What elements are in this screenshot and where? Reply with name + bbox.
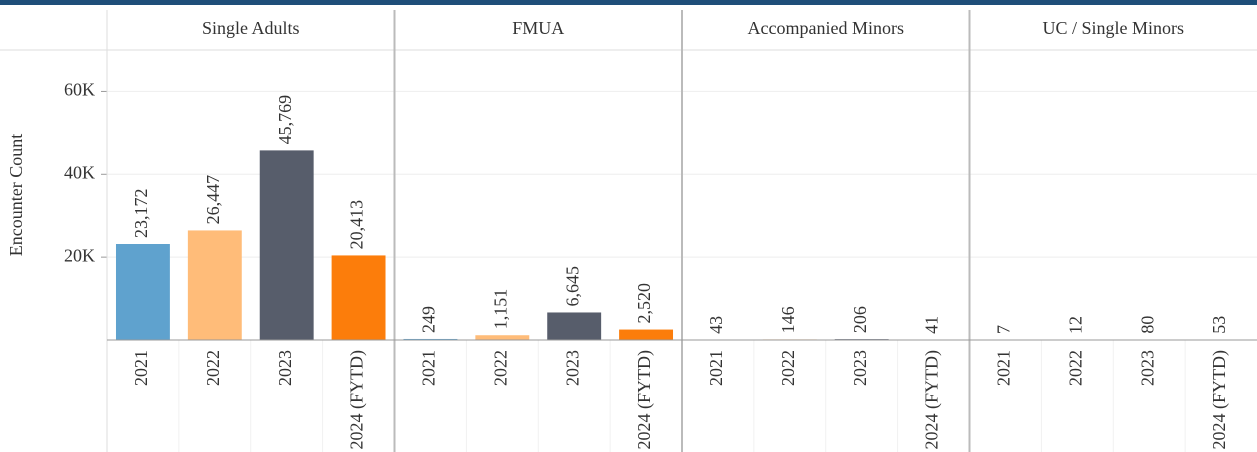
x-tick-label: 2023 <box>1137 350 1157 386</box>
bar <box>619 329 674 340</box>
panel-title: FMUA <box>512 18 564 38</box>
value-label: 146 <box>778 306 798 333</box>
value-label: 206 <box>850 306 870 333</box>
x-tick-label: 2023 <box>275 350 295 386</box>
x-tick-label: 2021 <box>994 350 1014 386</box>
x-tick-label: 2021 <box>131 350 151 386</box>
y-tick-label: 60K <box>64 80 95 100</box>
x-tick-label: 2022 <box>490 350 510 386</box>
top-strip <box>0 0 1257 5</box>
bar <box>187 230 242 340</box>
value-label: 80 <box>1137 316 1157 334</box>
panel-title: Accompanied Minors <box>748 18 904 38</box>
x-tick-label: 2022 <box>203 350 223 386</box>
x-tick-label: 2023 <box>850 350 870 386</box>
value-label: 2,520 <box>634 283 654 324</box>
bar <box>475 335 530 340</box>
panel-title: UC / Single Minors <box>1042 18 1184 38</box>
value-label: 45,769 <box>275 95 295 145</box>
x-tick-label: 2024 (FYTD) <box>1209 350 1230 450</box>
value-label: 12 <box>1065 316 1085 334</box>
bar <box>403 338 458 340</box>
value-label: 53 <box>1209 316 1229 334</box>
value-label: 20,413 <box>347 200 367 250</box>
y-axis-label: Encounter Count <box>6 134 26 256</box>
x-tick-label: 2021 <box>706 350 726 386</box>
y-tick-label: 40K <box>64 162 95 182</box>
value-label: 23,172 <box>131 189 151 239</box>
y-tick-label: 20K <box>64 245 95 265</box>
x-tick-label: 2024 (FYTD) <box>634 350 655 450</box>
value-label: 1,151 <box>490 289 510 330</box>
value-label: 41 <box>922 316 942 334</box>
panel-title: Single Adults <box>202 18 300 38</box>
x-tick-label: 2022 <box>778 350 798 386</box>
bar <box>115 244 170 340</box>
value-label: 249 <box>419 306 439 333</box>
value-label: 43 <box>706 316 726 334</box>
value-label: 6,645 <box>562 266 582 307</box>
x-tick-label: 2022 <box>1065 350 1085 386</box>
value-label: 26,447 <box>203 175 223 225</box>
x-tick-label: 2024 (FYTD) <box>922 350 943 450</box>
value-label: 7 <box>994 325 1014 334</box>
bar <box>331 255 386 340</box>
x-tick-label: 2024 (FYTD) <box>347 350 368 450</box>
x-tick-label: 2023 <box>562 350 582 386</box>
bar <box>547 312 602 340</box>
bar <box>259 150 314 340</box>
x-tick-label: 2021 <box>419 350 439 386</box>
